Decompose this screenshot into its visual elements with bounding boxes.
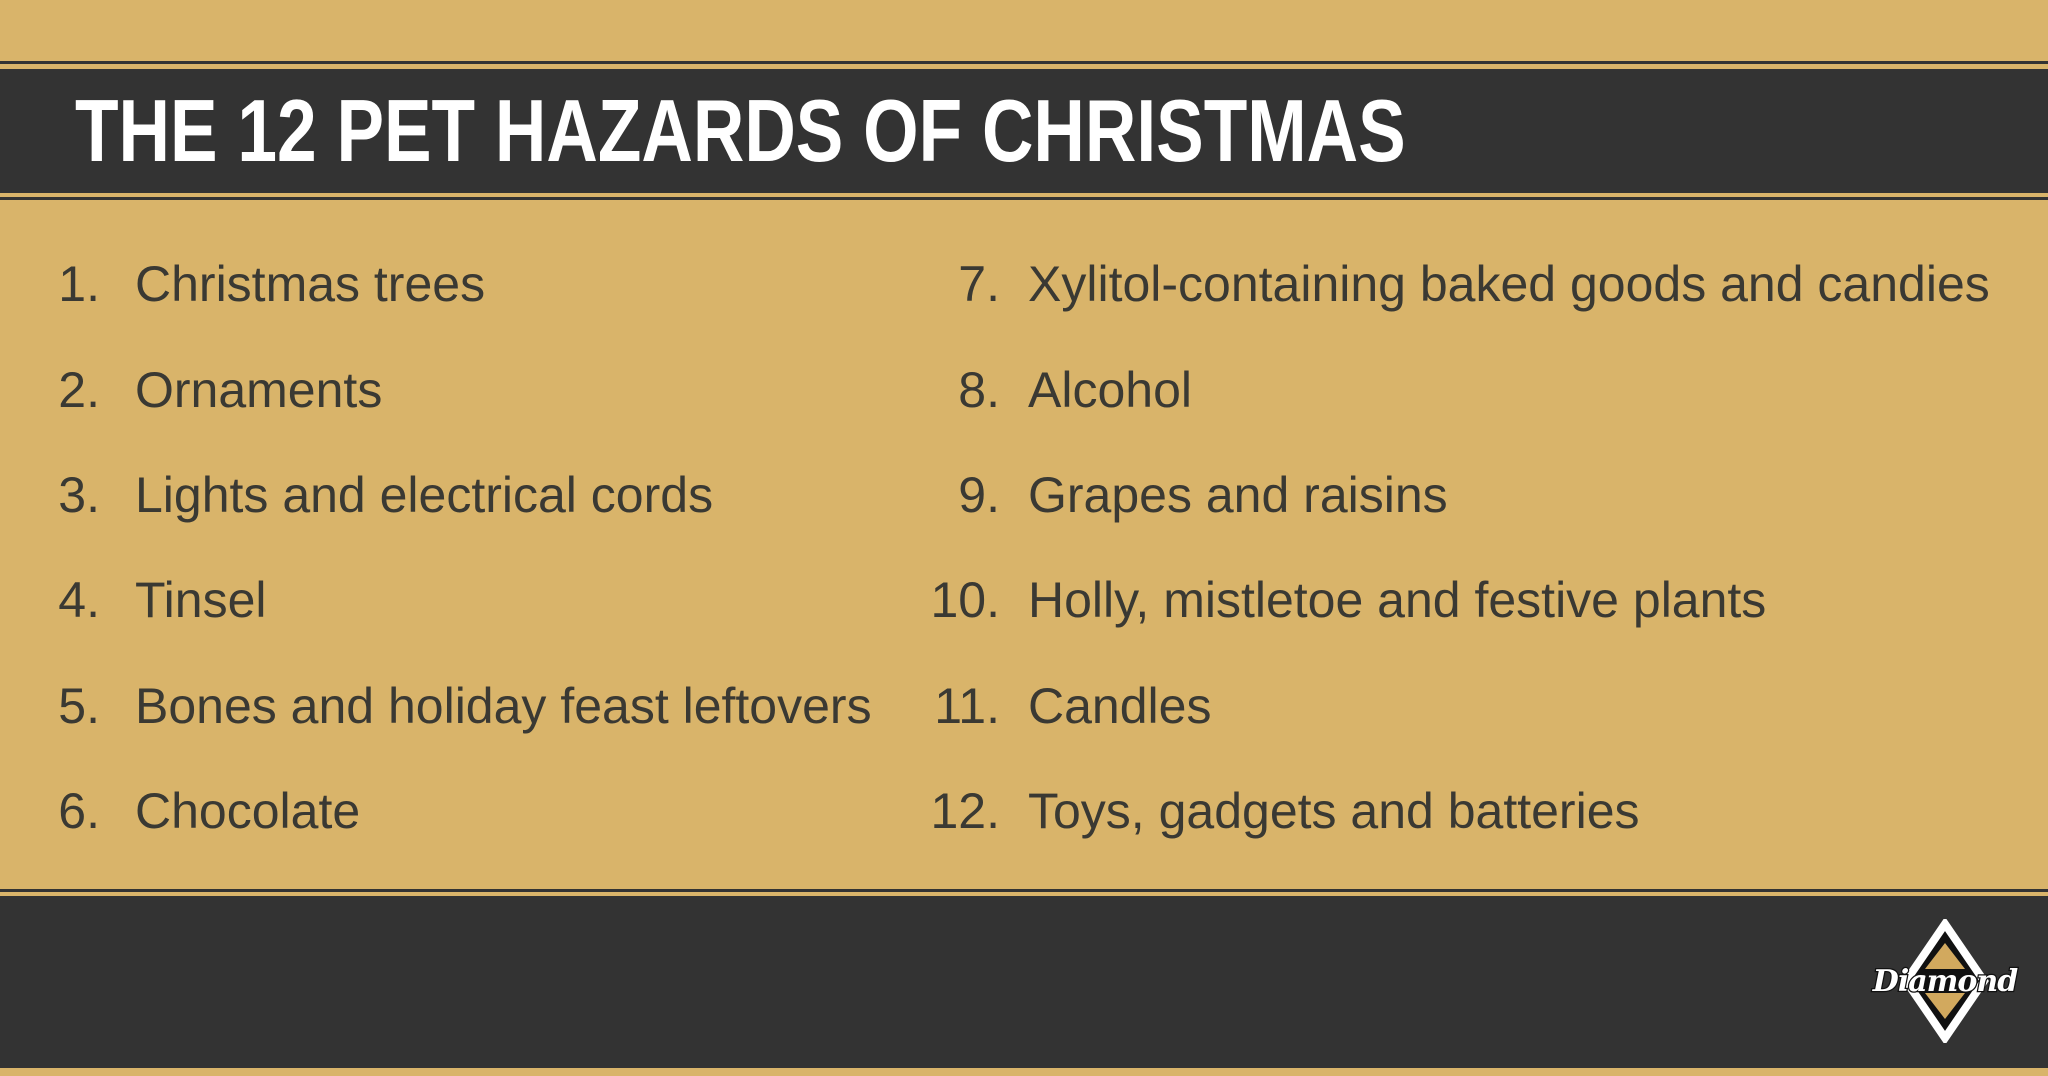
diamond-top-triangle bbox=[1925, 943, 1965, 969]
list-item: 4. Tinsel bbox=[40, 548, 920, 653]
list-item: 6. Chocolate bbox=[40, 759, 920, 864]
list-item-number: 9. bbox=[958, 466, 1000, 523]
list-item: 7. Xylitol-containing baked goods and ca… bbox=[930, 232, 2020, 337]
title-band: THE 12 PET HAZARDS OF CHRISTMAS bbox=[0, 69, 2048, 193]
list-item-label: Alcohol bbox=[1028, 361, 1192, 418]
list-item-number: 5. bbox=[58, 677, 100, 734]
list-item-number: 11. bbox=[934, 677, 1000, 734]
list-item-number: 7. bbox=[958, 256, 1000, 313]
list-item-number: 1. bbox=[58, 256, 100, 313]
list-item-number: 2. bbox=[58, 361, 100, 418]
list-item: 10. Holly, mistletoe and festive plants bbox=[930, 548, 2020, 653]
top-gold-margin bbox=[0, 0, 2048, 61]
list-item-number: 6. bbox=[58, 783, 100, 840]
diamond-shape bbox=[1901, 919, 1989, 1043]
diamond-logo: Diamond bbox=[1871, 919, 2020, 1043]
list-item-number: 12. bbox=[930, 783, 1000, 840]
bottom-gold-margin bbox=[0, 1068, 2048, 1076]
list-item: 5. Bones and holiday feast leftovers bbox=[40, 654, 920, 759]
list-item-label: Grapes and raisins bbox=[1028, 466, 1448, 523]
hazard-list: 1. Christmas trees 2. Ornaments 3. Light… bbox=[0, 200, 2048, 889]
divider-rule bbox=[0, 889, 2048, 892]
list-item-label: Ornaments bbox=[135, 361, 383, 418]
list-item-label: Lights and electrical cords bbox=[135, 466, 714, 523]
list-item-label: Bones and holiday feast leftovers bbox=[135, 677, 872, 734]
divider-gap bbox=[0, 892, 2048, 896]
hazard-column-right: 7. Xylitol-containing baked goods and ca… bbox=[930, 232, 2020, 864]
list-item-label: Christmas trees bbox=[135, 256, 486, 313]
list-item-number: 3. bbox=[58, 466, 100, 523]
divider-gap bbox=[0, 64, 2048, 69]
hazard-column-left: 1. Christmas trees 2. Ornaments 3. Light… bbox=[40, 232, 920, 864]
page-title: THE 12 PET HAZARDS OF CHRISTMAS bbox=[75, 81, 1406, 180]
logo-wordmark: Diamond bbox=[1872, 964, 2018, 999]
divider-gap bbox=[0, 193, 2048, 197]
diamond-bottom-triangle bbox=[1925, 993, 1965, 1019]
divider-rule bbox=[0, 61, 2048, 64]
list-item: 8. Alcohol bbox=[930, 337, 2020, 442]
list-item: 9. Grapes and raisins bbox=[930, 443, 2020, 548]
divider-rule bbox=[0, 197, 2048, 200]
list-item-label: Tinsel bbox=[135, 572, 267, 629]
divider-rule bbox=[0, 1066, 2048, 1068]
footer-band: Diamond bbox=[0, 896, 2048, 1066]
list-item-number: 10. bbox=[930, 572, 1000, 629]
list-item-label: Chocolate bbox=[135, 783, 361, 840]
list-item: 11. Candles bbox=[930, 654, 2020, 759]
list-item: 2. Ornaments bbox=[40, 337, 920, 442]
list-item: 1. Christmas trees bbox=[40, 232, 920, 337]
list-item-number: 4. bbox=[58, 572, 100, 629]
list-item-number: 8. bbox=[958, 361, 1000, 418]
list-item-label: Holly, mistletoe and festive plants bbox=[1028, 572, 1767, 629]
list-item-label: Toys, gadgets and batteries bbox=[1028, 783, 1640, 840]
list-item-label: Candles bbox=[1028, 677, 1212, 734]
list-item-label: Xylitol-containing baked goods and candi… bbox=[1028, 256, 1990, 313]
list-item: 3. Lights and electrical cords bbox=[40, 443, 920, 548]
list-item: 12. Toys, gadgets and batteries bbox=[930, 759, 2020, 864]
